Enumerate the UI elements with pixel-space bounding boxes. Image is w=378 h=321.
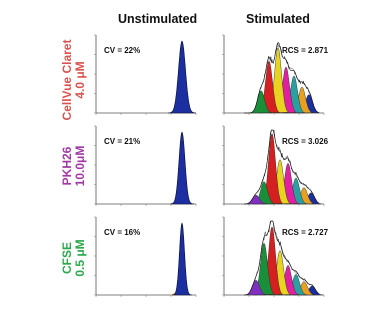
model-envelope (244, 42, 320, 114)
column-header-unstimulated: Unstimulated (118, 12, 198, 26)
panel-annotation: CV = 22% (104, 46, 140, 55)
panel-annotation: RCS = 2.871 (282, 46, 329, 55)
panel-annotation: RCS = 3.026 (282, 137, 329, 146)
column-header-stimulated: Stimulated (246, 12, 310, 26)
panel-annotation: CV = 16% (104, 228, 140, 237)
parent-peak (168, 40, 196, 114)
model-envelope (244, 129, 320, 205)
parent-peak (172, 222, 192, 296)
panel-annotation: CV = 21% (104, 137, 140, 146)
model-envelope (243, 220, 320, 296)
parent-peak (170, 131, 194, 205)
panel-annotation: RCS = 2.727 (282, 228, 329, 237)
